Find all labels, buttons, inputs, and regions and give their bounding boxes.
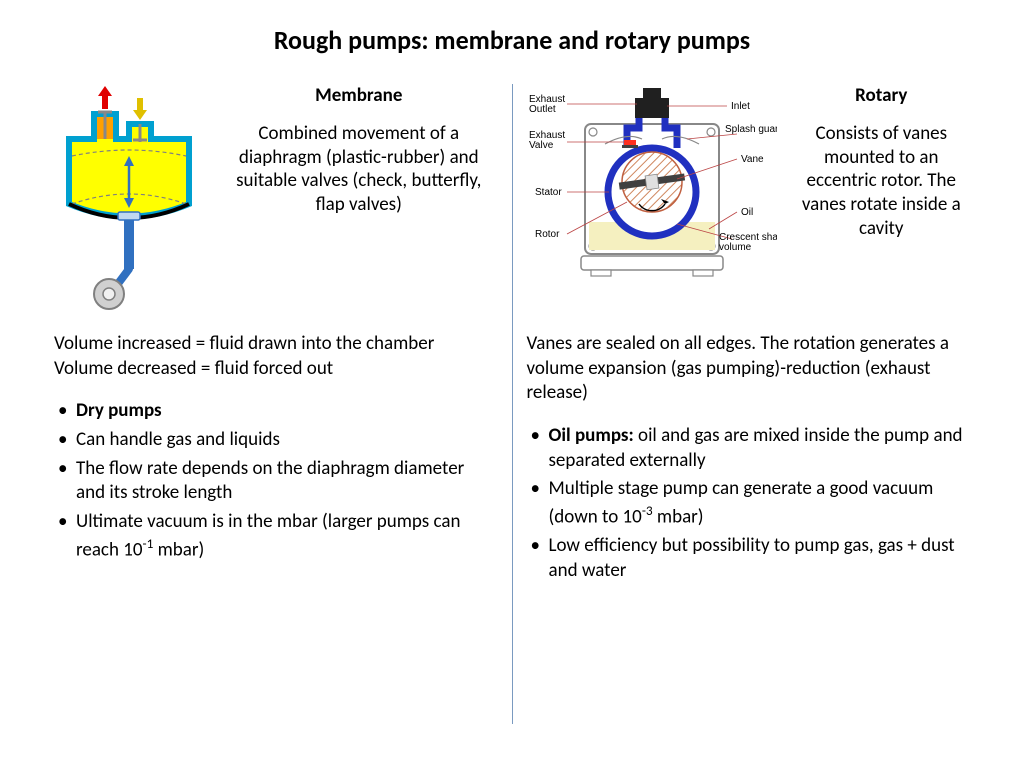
columns: Membrane Combined movement of a diaphrag… (40, 84, 984, 724)
svg-text:Oil: Oil (741, 207, 753, 218)
membrane-text: Membrane Combined movement of a diaphrag… (220, 84, 498, 217)
left-column: Membrane Combined movement of a diaphrag… (40, 84, 512, 724)
rotary-text: Rotary Consists of vanes mounted to an e… (793, 84, 971, 241)
left-top-row: Membrane Combined movement of a diaphrag… (54, 84, 498, 314)
right-bullet-0: Oil pumps: oil and gas are mixed inside … (527, 424, 971, 473)
left-bullet-1: Can handle gas and liquids (54, 428, 498, 453)
svg-text:Vane: Vane (741, 154, 764, 165)
svg-text:Rotor: Rotor (535, 229, 560, 240)
membrane-desc: Combined movement of a diaphragm (plasti… (220, 122, 498, 217)
svg-text:volume: volume (719, 242, 752, 253)
page-title: Rough pumps: membrane and rotary pumps (40, 24, 984, 56)
vol-line-1: Volume increased = fluid drawn into the … (54, 332, 498, 357)
rotary-heading: Rotary (793, 84, 971, 108)
right-bullets: Oil pumps: oil and gas are mixed inside … (527, 424, 971, 587)
left-bullet-2: The flow rate depends on the diaphragm d… (54, 457, 498, 506)
left-bullet-3: Ultimate vacuum is in the mbar (larger p… (54, 510, 498, 563)
right-bullet-2: Low efficiency but possibility to pump g… (527, 534, 971, 583)
svg-text:Stator: Stator (535, 187, 562, 198)
vol-line-2: Volume decreased = fluid forced out (54, 357, 498, 382)
right-top-row: Exhaust Outlet Exhaust Valve Stator Roto… (527, 84, 971, 314)
svg-text:Inlet: Inlet (731, 101, 750, 112)
svg-text:Splash guard: Splash guard (725, 124, 777, 135)
membrane-diagram (54, 84, 204, 319)
left-bullet-0: Dry pumps (54, 399, 498, 424)
rotary-diagram: Exhaust Outlet Exhaust Valve Stator Roto… (527, 84, 777, 299)
rotary-desc: Consists of vanes mounted to an eccentri… (793, 122, 971, 241)
right-column: Exhaust Outlet Exhaust Valve Stator Roto… (513, 84, 985, 724)
svg-text:Valve: Valve (529, 140, 554, 151)
left-bullets: Dry pumps Can handle gas and liquids The… (54, 399, 498, 566)
svg-text:Outlet: Outlet (529, 104, 556, 115)
membrane-heading: Membrane (220, 84, 498, 108)
left-volume-lines: Volume increased = fluid drawn into the … (54, 332, 498, 381)
right-bullet-1: Multiple stage pump can generate a good … (527, 477, 971, 530)
right-intro: Vanes are sealed on all edges. The rotat… (527, 332, 971, 406)
